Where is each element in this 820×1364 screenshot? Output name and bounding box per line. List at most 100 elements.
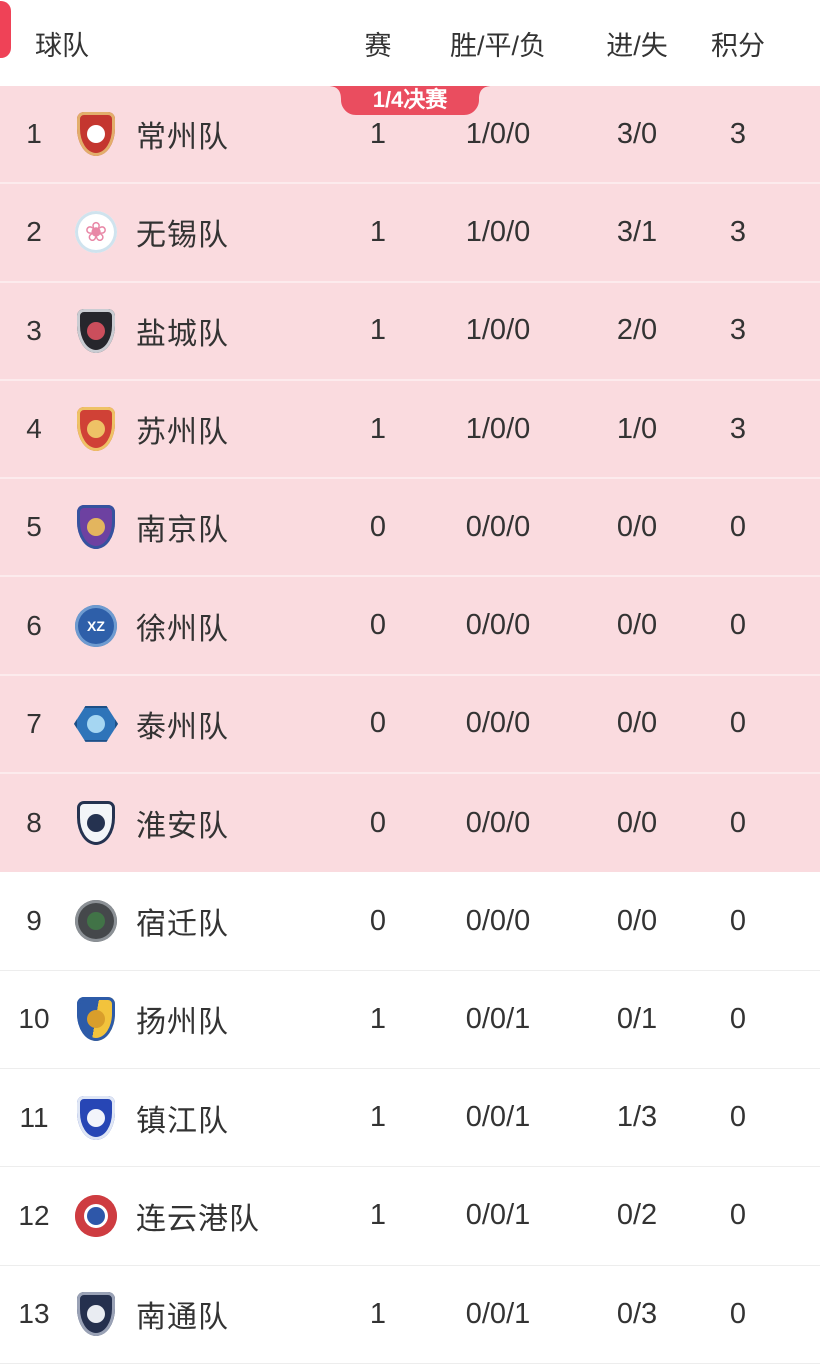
team-played: 1 [369, 215, 387, 248]
team-name: 宿迁队 [136, 908, 229, 942]
team-points: 0 [729, 1297, 747, 1330]
team-row[interactable]: 3 盐城队 1 1/0/0 2/0 3 [0, 282, 820, 381]
team-wdl: 1/0/0 [465, 412, 531, 445]
team-name: 徐州队 [136, 612, 229, 646]
team-goals: 0/0 [616, 904, 658, 937]
quarterfinal-ribbon: 1/4决赛 [328, 86, 492, 115]
team-played: 1 [369, 1297, 387, 1330]
team-played: 0 [369, 510, 387, 543]
team-row[interactable]: 2 ❀ 无锡队 1 1/0/0 3/1 3 [0, 184, 820, 283]
nanjing-crest [77, 505, 115, 550]
team-played: 0 [369, 707, 387, 740]
team-goals: 1/3 [616, 1101, 658, 1134]
team-rank: 9 [26, 905, 42, 937]
team-played: 0 [369, 609, 387, 642]
col-header-goals: 进/失 [606, 30, 668, 61]
ribbon-shape [328, 86, 492, 115]
team-row[interactable]: 9 宿迁队 0 0/0/0 0/0 0 [0, 872, 820, 971]
team-row[interactable]: 8 淮安队 0 0/0/0 0/0 0 [0, 774, 820, 873]
team-row[interactable]: 4 苏州队 1 1/0/0 1/0 3 [0, 380, 820, 480]
team-row[interactable]: 6 XZ 徐州队 0 0/0/0 0/0 0 [0, 577, 820, 676]
team-played: 1 [369, 117, 387, 150]
team-name: 扬州队 [136, 1006, 229, 1040]
team-wdl: 0/0/0 [465, 707, 531, 740]
team-points: 0 [729, 510, 747, 543]
team-row[interactable]: 5 南京队 0 0/0/0 0/0 0 [0, 479, 820, 578]
team-rank: 7 [26, 707, 42, 739]
team-wdl: 0/0/0 [465, 609, 531, 642]
team-goals: 0/0 [616, 806, 658, 839]
team-goals: 0/2 [616, 1199, 658, 1232]
team-goals: 0/0 [616, 707, 658, 740]
qualified-section: 1/4决赛 1 常州队 1 1/0/0 3/0 3 2 ❀ 无锡队 1 1/0/… [0, 86, 820, 873]
team-row[interactable]: 7 泰州队 0 0/0/0 0/0 0 [0, 675, 820, 775]
team-played: 1 [369, 1199, 387, 1232]
team-name: 南通队 [136, 1301, 229, 1335]
team-played: 0 [369, 806, 387, 839]
team-points: 3 [729, 314, 747, 347]
table-header: 球队 赛 胜/平/负 进/失 积分 [0, 0, 820, 86]
team-played: 1 [369, 314, 387, 347]
team-rank: 11 [19, 1101, 49, 1133]
team-played: 1 [369, 1002, 387, 1035]
left-edge-tab[interactable] [0, 1, 11, 58]
wuxi-crest: ❀ [75, 211, 117, 254]
team-goals: 1/0 [616, 412, 658, 445]
team-wdl: 0/0/0 [465, 904, 531, 937]
col-header-wdl: 胜/平/负 [449, 30, 546, 61]
team-name: 泰州队 [136, 710, 229, 744]
suzhou-crest [77, 407, 115, 452]
team-wdl: 1/0/0 [465, 314, 531, 347]
team-points: 3 [729, 412, 747, 445]
team-name: 盐城队 [136, 317, 229, 351]
team-played: 1 [369, 412, 387, 445]
team-name: 苏州队 [136, 416, 229, 450]
team-rank: 2 [26, 216, 42, 248]
col-header-played: 赛 [364, 30, 392, 61]
team-rank: 3 [26, 314, 42, 346]
team-name: 南京队 [136, 514, 229, 548]
team-wdl: 0/0/1 [465, 1199, 531, 1232]
team-name: 镇江队 [136, 1104, 229, 1138]
team-points: 0 [729, 609, 747, 642]
team-points: 0 [729, 1002, 747, 1035]
team-name: 无锡队 [136, 219, 229, 253]
team-row[interactable]: 10 扬州队 1 0/0/1 0/1 0 [0, 970, 820, 1069]
team-name: 连云港队 [136, 1202, 260, 1236]
team-wdl: 0/0/1 [465, 1297, 531, 1330]
team-wdl: 1/0/0 [465, 215, 531, 248]
team-points: 3 [729, 117, 747, 150]
col-header-points: 积分 [711, 30, 765, 61]
standings-table: 1/4决赛 1 常州队 1 1/0/0 3/0 3 2 ❀ 无锡队 1 1/0/… [0, 86, 820, 1364]
lianyungang-crest [75, 1194, 117, 1237]
nantong-crest [77, 1292, 115, 1337]
team-goals: 0/1 [616, 1002, 658, 1035]
team-name: 淮安队 [136, 810, 229, 844]
team-points: 0 [729, 806, 747, 839]
taizhou-crest [74, 706, 118, 742]
team-rank: 4 [26, 413, 42, 445]
team-points: 0 [729, 1199, 747, 1232]
zhenjiang-crest [77, 1095, 115, 1140]
team-points: 3 [729, 215, 747, 248]
yancheng-crest [77, 308, 115, 353]
xuzhou-crest: XZ [75, 604, 117, 647]
eliminated-section: 9 宿迁队 0 0/0/0 0/0 0 1 0 扬州队 1 0/0/1 0/1 0… [0, 872, 820, 1364]
team-rank: 1 [26, 118, 42, 150]
team-row[interactable]: 1 常州队 1 1/0/0 3/0 3 [0, 86, 820, 185]
team-goals: 0/0 [616, 609, 658, 642]
huaian-crest [77, 801, 115, 846]
ribbon-label: 1/4决赛 [372, 87, 448, 112]
team-wdl: 0/0/0 [465, 806, 531, 839]
team-wdl: 0/0/1 [465, 1101, 531, 1134]
yangzhou-crest [77, 997, 115, 1042]
team-row[interactable]: 12 连云港队 1 0/0/1 0/2 0 [0, 1167, 820, 1266]
changzhou-crest [77, 112, 115, 157]
team-goals: 2/0 [616, 314, 658, 347]
col-header-team: 球队 [35, 30, 89, 61]
team-goals: 0/0 [616, 510, 658, 543]
suqian-crest [75, 900, 117, 943]
team-row[interactable]: 13 南通队 1 0/0/1 0/3 0 [0, 1265, 820, 1364]
team-row[interactable]: 11 镇江队 1 0/0/1 1/3 0 [0, 1068, 820, 1168]
